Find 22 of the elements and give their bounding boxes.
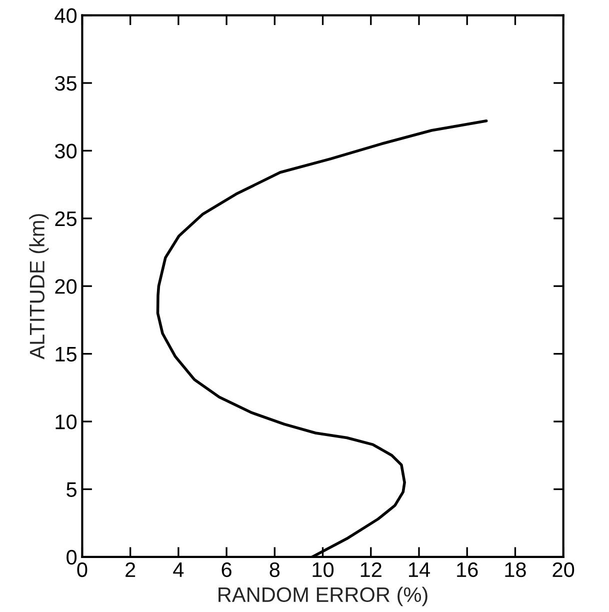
- x-tick-label: 12: [360, 562, 382, 577]
- x-tick-label: 2: [126, 562, 136, 577]
- y-axis-title: ALTITUDE (km): [29, 214, 49, 360]
- y-tick-label: 25: [55, 211, 76, 226]
- x-tick-label: 8: [270, 562, 280, 578]
- y-tick-label: 15: [56, 347, 76, 362]
- x-tick-label: 20: [552, 562, 574, 578]
- y-tick-label: 0: [66, 550, 77, 565]
- x-tick-label: 18: [505, 562, 526, 578]
- x-tick-label: 4: [173, 562, 184, 577]
- y-tick-label: 40: [54, 8, 77, 24]
- y-tick-label: 10: [56, 414, 77, 430]
- x-tick-label: 14: [408, 562, 430, 577]
- y-tick-label: 5: [66, 482, 76, 497]
- x-axis-title: RANDOM ERROR (%): [218, 586, 428, 606]
- y-tick-label: 20: [55, 279, 77, 294]
- y-tick-label: 30: [54, 144, 77, 158]
- x-tick-label: 16: [457, 562, 478, 578]
- x-tick-label: 0: [77, 562, 88, 578]
- y-tick-label: 35: [54, 76, 76, 91]
- x-tick-label: 6: [222, 562, 232, 578]
- x-tick-label: 10: [312, 562, 334, 578]
